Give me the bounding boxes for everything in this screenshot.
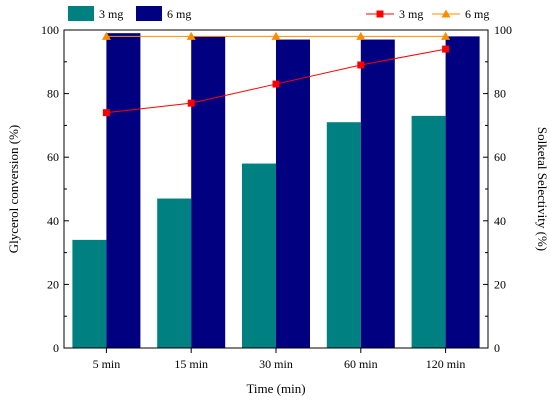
marker-3mg-2: [272, 80, 280, 88]
legend-label-line-3mg: 3 mg: [399, 7, 423, 21]
marker-3mg-4: [442, 45, 450, 53]
legend: 3 mg 6 mg 3 mg 6 mg: [68, 6, 489, 21]
lines-layer: [101, 31, 451, 117]
legend-swatch-bar-6mg: [136, 6, 162, 21]
y-right-tick-label: 40: [494, 214, 506, 228]
marker-6mg-3: [356, 31, 366, 40]
y-right-tick-label: 20: [494, 277, 506, 291]
y-left-tick-label: 40: [47, 214, 59, 228]
legend-marker-3mg: [376, 10, 384, 18]
bar-6mg-2: [276, 39, 310, 348]
y-left-tick-label: 0: [53, 341, 59, 355]
y-right-tick-label: 60: [494, 150, 506, 164]
bar-3mg-2: [242, 163, 276, 348]
bar-3mg-0: [72, 239, 107, 348]
marker-6mg-1: [186, 31, 196, 40]
bar-6mg-3: [360, 39, 395, 348]
legend-label-bar-6mg: 6 mg: [167, 7, 191, 21]
marker-6mg-4: [441, 31, 451, 40]
marker-6mg-2: [271, 31, 281, 40]
marker-3mg-0: [102, 109, 110, 117]
y-right-tick-label: 80: [494, 87, 506, 101]
bar-6mg-4: [445, 36, 480, 349]
x-tick-label: 15 min: [174, 357, 208, 371]
y-left-tick-label: 60: [47, 150, 59, 164]
legend-swatch-bar-3mg: [68, 6, 94, 21]
bar-3mg-3: [326, 122, 361, 348]
y-left-tick-label: 20: [47, 277, 59, 291]
x-tick-label: 60 min: [344, 357, 378, 371]
bar-3mg-1: [157, 198, 192, 348]
legend-label-line-6mg: 6 mg: [465, 7, 489, 21]
bar-3mg-4: [411, 115, 446, 348]
marker-6mg-0: [101, 31, 111, 40]
legend-marker-6mg: [441, 9, 451, 18]
y-axis-left-title: Glycerol conversion (%): [6, 125, 21, 254]
y-right-tick-label: 100: [494, 23, 512, 37]
y-left-tick-label: 80: [47, 87, 59, 101]
y-right-tick-label: 0: [494, 341, 500, 355]
y-axis-right-title: Solketal Selectivity (%): [535, 127, 550, 251]
x-tick-label: 5 min: [93, 357, 121, 371]
x-axis-title: Time (min): [246, 381, 305, 396]
y-left-tick-label: 100: [41, 23, 59, 37]
x-tick-label: 30 min: [259, 357, 293, 371]
bars-layer: [72, 33, 480, 349]
legend-label-bar-3mg: 3 mg: [99, 7, 123, 21]
axes-layer: 0 20 40 60 80 100 0 20 40 60 80 100 5 min 15 min 30 mi…: [41, 23, 512, 371]
x-tick-label: 120 min: [426, 357, 466, 371]
bar-6mg-0: [106, 33, 141, 349]
bar-6mg-1: [191, 36, 226, 349]
marker-3mg-3: [357, 61, 365, 69]
marker-3mg-1: [187, 99, 195, 107]
